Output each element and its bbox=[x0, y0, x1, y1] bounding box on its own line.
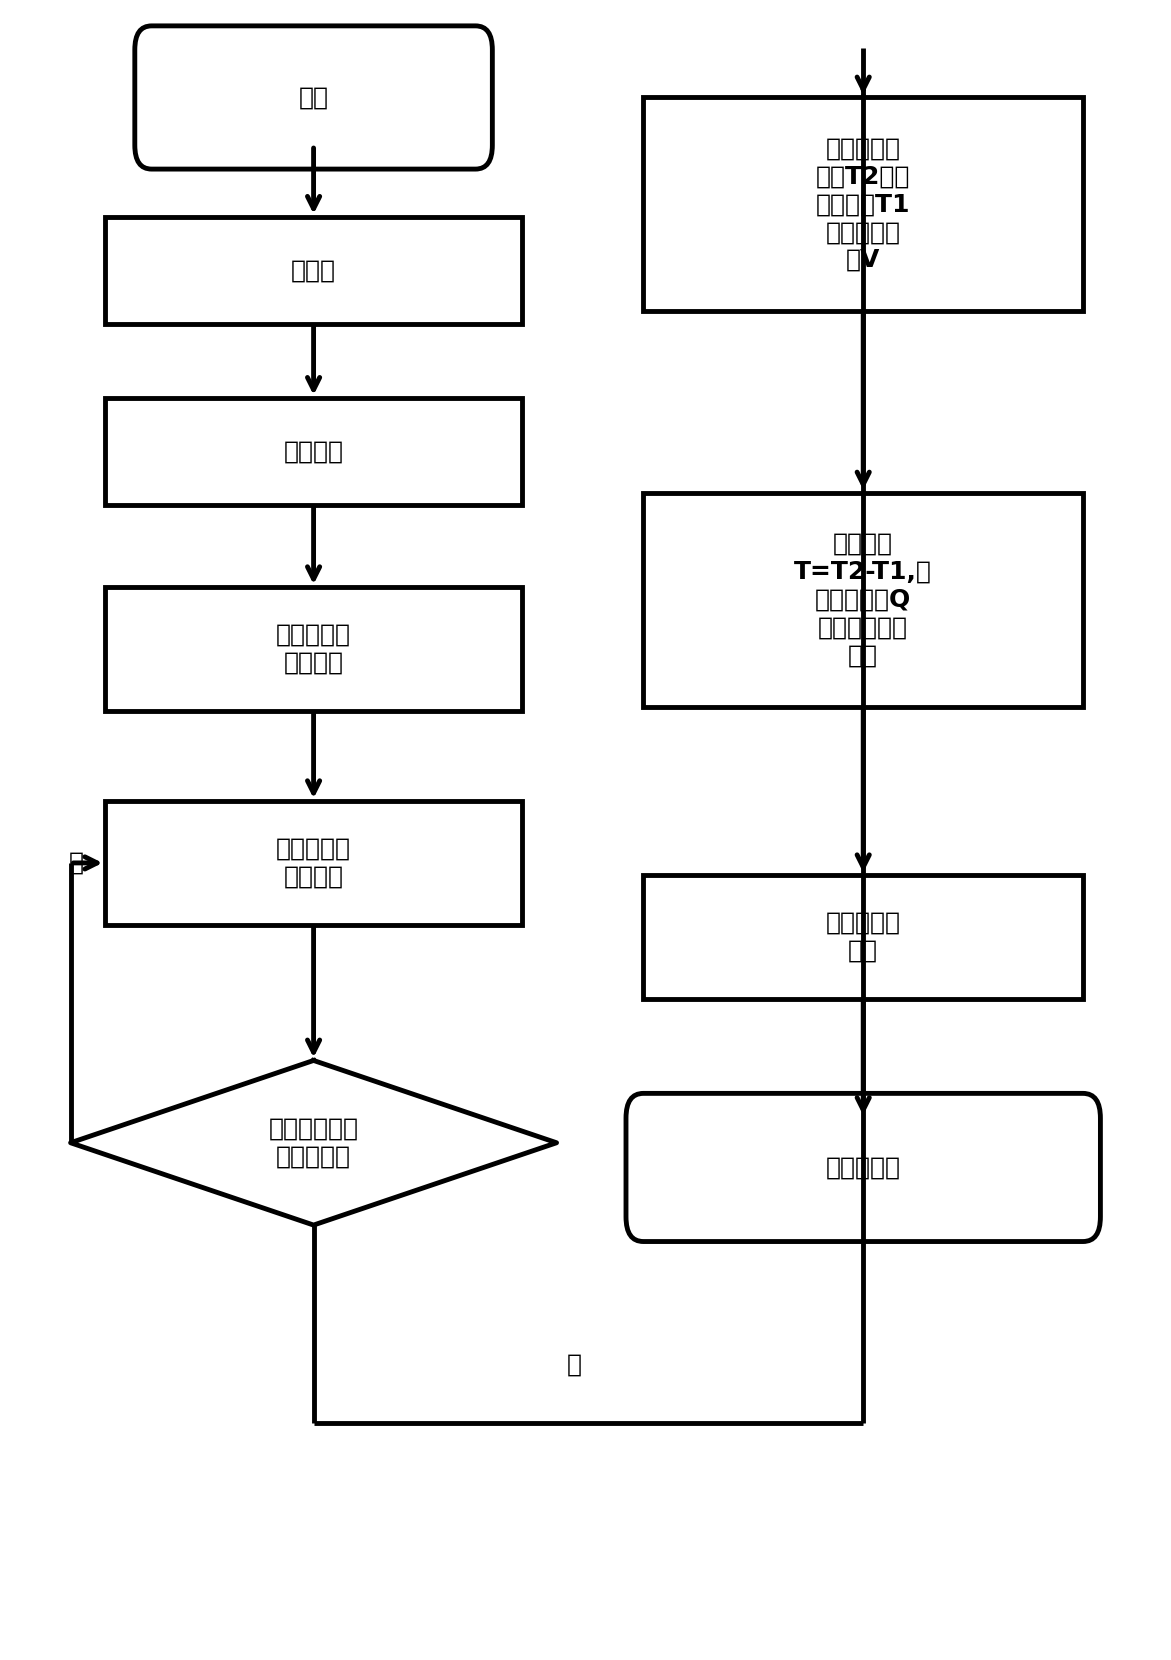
Text: 计算温差
T=T2-T1,计
算当前热量Q
以及电机运行
效率: 计算温差 T=T2-T1,计 算当前热量Q 以及电机运行 效率 bbox=[794, 531, 932, 667]
Bar bbox=[105, 802, 522, 925]
Text: 返回主程序: 返回主程序 bbox=[826, 1155, 900, 1180]
Text: 检测散热按键
是否按下？: 检测散热按键 是否按下？ bbox=[268, 1117, 358, 1169]
Polygon shape bbox=[70, 1061, 556, 1225]
Bar bbox=[105, 588, 522, 710]
Text: 初始化: 初始化 bbox=[292, 259, 336, 282]
Text: 温度显示处
理子程序: 温度显示处 理子程序 bbox=[276, 622, 351, 676]
Text: 流程: 流程 bbox=[299, 85, 329, 110]
Bar bbox=[643, 493, 1083, 707]
FancyBboxPatch shape bbox=[626, 1094, 1101, 1242]
FancyBboxPatch shape bbox=[135, 27, 492, 169]
Bar bbox=[105, 217, 522, 324]
Bar bbox=[643, 875, 1083, 999]
Bar bbox=[643, 98, 1083, 312]
Text: 否: 否 bbox=[69, 852, 84, 875]
Text: 数据采集: 数据采集 bbox=[283, 440, 343, 463]
Text: 是: 是 bbox=[567, 1353, 582, 1378]
Text: 输出到显示
面板: 输出到显示 面板 bbox=[826, 911, 900, 963]
Bar bbox=[105, 398, 522, 505]
Text: 检测出水温
度值T2和入
水温度值T1
以及当前流
量V: 检测出水温 度值T2和入 水温度值T1 以及当前流 量V bbox=[816, 136, 911, 272]
Text: 流速显示处
理子程序: 流速显示处 理子程序 bbox=[276, 837, 351, 888]
